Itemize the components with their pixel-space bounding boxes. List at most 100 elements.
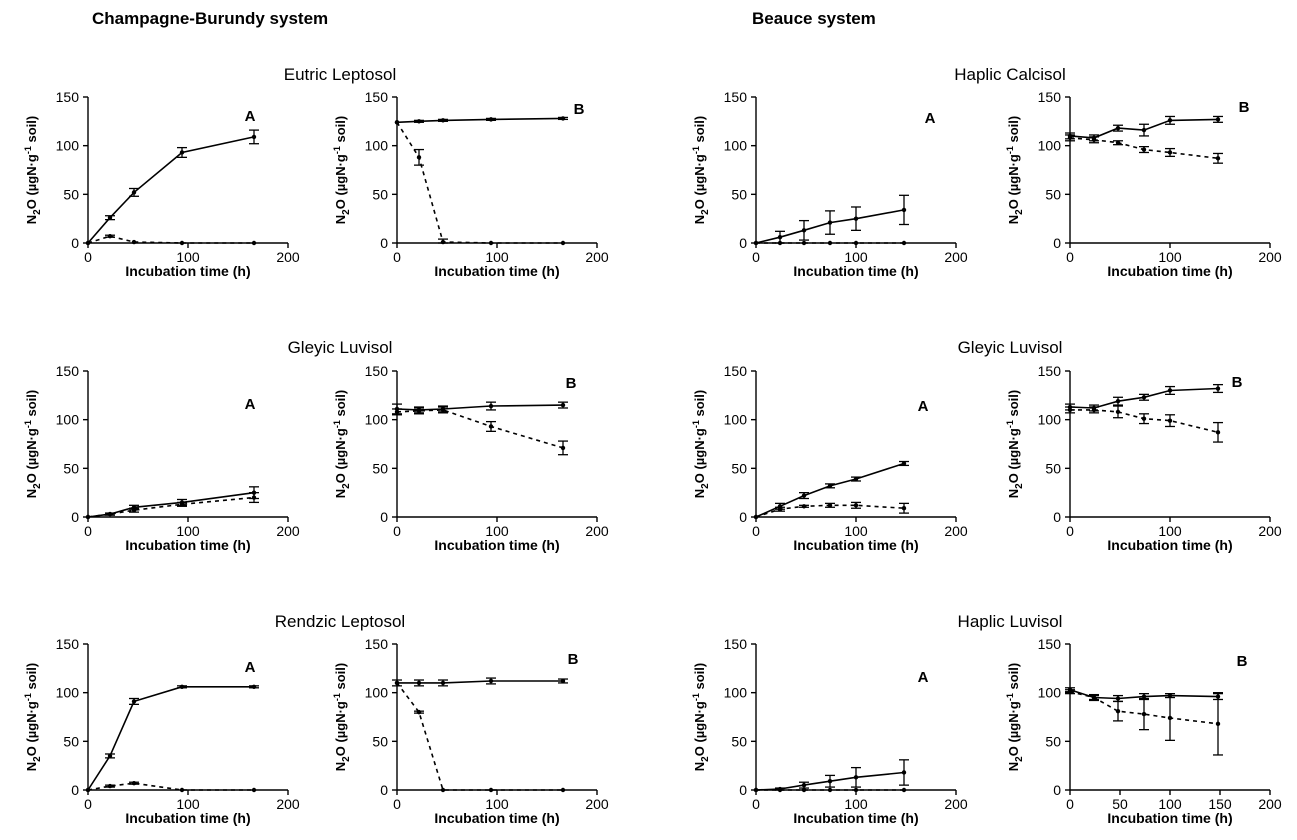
x-tick-label: 0 xyxy=(84,249,92,265)
data-point xyxy=(560,678,566,684)
y-tick-label: 0 xyxy=(1053,782,1061,798)
system-title-champagne: Champagne-Burundy system xyxy=(92,9,328,28)
data-point xyxy=(1141,147,1147,152)
data-point xyxy=(801,504,807,509)
data-point xyxy=(1115,140,1121,145)
y-axis-label-part: soil) xyxy=(333,116,348,146)
y-axis-label: N2O (µgN·g-1 soil) xyxy=(23,390,43,498)
y-axis-label-part: -1 xyxy=(332,420,342,428)
chart-B-Haplic-Calcisol-B: 0 50 100 150 0 100 200 Incubation time (h) N2O (… xyxy=(1005,89,1282,279)
x-tick-label: 200 xyxy=(276,523,300,539)
x-tick-label: 0 xyxy=(393,523,401,539)
data-point xyxy=(853,240,859,246)
y-axis-label-part: soil) xyxy=(692,390,707,420)
data-point xyxy=(416,680,422,686)
y-tick-label: 150 xyxy=(724,89,748,105)
y-axis-label-part: -1 xyxy=(1005,693,1015,701)
y-axis-label-part: O (µgN·g xyxy=(24,428,39,483)
panel-letter: B xyxy=(566,375,577,392)
y-axis-label-part: O (µgN·g xyxy=(24,701,39,756)
data-point xyxy=(131,780,137,786)
data-point xyxy=(131,507,137,513)
panel-letter: A xyxy=(245,659,256,676)
data-point xyxy=(753,787,759,793)
soil-title-gleyic-luvisol-beauce: Gleyic Luvisol xyxy=(958,338,1063,357)
data-point xyxy=(394,409,400,415)
data-point xyxy=(488,424,494,429)
panel-letter: B xyxy=(1237,653,1248,670)
series-line-solid xyxy=(1069,387,1219,409)
series-line-dashed xyxy=(396,682,563,791)
x-tick-label: 100 xyxy=(1158,249,1182,265)
x-tick-label: 100 xyxy=(844,796,868,812)
data-point xyxy=(901,461,907,466)
y-axis-label-part: 2 xyxy=(341,483,352,489)
data-point xyxy=(416,709,422,715)
y-axis-label-part: O (µgN·g xyxy=(1006,154,1021,209)
y-axis-label: N2O (µgN·g-1 soil) xyxy=(332,116,352,224)
x-tick-label: 0 xyxy=(84,523,92,539)
data-point xyxy=(1067,689,1073,694)
y-axis-label-part: 2 xyxy=(700,756,711,762)
system-title-beauce: Beauce system xyxy=(752,9,876,28)
soil-title-gleyic-luvisol-cb: Gleyic Luvisol xyxy=(288,338,393,357)
y-tick-label: 150 xyxy=(1038,363,1062,379)
data-point xyxy=(801,782,807,788)
data-point xyxy=(1215,156,1221,161)
y-tick-label: 0 xyxy=(380,782,388,798)
data-point xyxy=(394,680,400,686)
panel-letter: A xyxy=(918,669,929,686)
x-tick-label: 100 xyxy=(844,523,868,539)
series-solid xyxy=(394,116,568,125)
y-axis-label-part: 2 xyxy=(1014,209,1025,215)
x-tick-label: 100 xyxy=(844,249,868,265)
y-axis-label-part: soil) xyxy=(24,116,39,146)
panel-letter: A xyxy=(918,398,929,415)
chart-B-Gleyic-Luvisol-A: 0 50 100 150 0 100 200 Incubation time (h) N2O (… xyxy=(691,363,968,553)
series-solid xyxy=(85,684,259,793)
data-point xyxy=(251,134,257,140)
y-axis-label-part: -1 xyxy=(691,420,701,428)
data-point xyxy=(801,228,807,233)
data-point xyxy=(488,787,494,793)
chart-B-Haplic-Luvisol-A: 0 50 100 150 0 100 200 Incubation time (h) N2O (… xyxy=(691,636,968,826)
y-tick-label: 50 xyxy=(731,186,747,202)
data-point xyxy=(107,215,113,220)
chart-B-Gleyic-Luvisol-B: 0 50 100 150 0 100 200 Incubation time (h) N2O (… xyxy=(1005,363,1282,553)
y-axis-label: N2O (µgN·g-1 soil) xyxy=(332,390,352,498)
x-axis-label: Incubation time (h) xyxy=(125,263,250,279)
y-axis-label-part: -1 xyxy=(23,693,33,701)
data-point xyxy=(1167,418,1173,423)
y-tick-label: 100 xyxy=(724,685,748,701)
data-point xyxy=(1167,388,1173,393)
y-axis-label-part: N xyxy=(24,215,39,224)
y-tick-label: 0 xyxy=(739,782,747,798)
series-line-solid xyxy=(87,136,255,244)
y-tick-label: 50 xyxy=(63,460,79,476)
y-tick-label: 150 xyxy=(1038,636,1062,652)
x-tick-label: 200 xyxy=(1258,796,1282,812)
y-tick-label: 150 xyxy=(724,636,748,652)
data-point xyxy=(901,240,907,246)
data-point xyxy=(1167,715,1173,721)
y-tick-label: 100 xyxy=(724,138,748,154)
x-tick-label: 100 xyxy=(485,249,509,265)
x-axis-label: Incubation time (h) xyxy=(434,537,559,553)
y-tick-label: 0 xyxy=(380,235,388,251)
y-axis-label-part: 2 xyxy=(32,209,43,215)
series-line-dashed xyxy=(1069,690,1219,725)
series-line-solid xyxy=(755,771,905,791)
x-axis-label: Incubation time (h) xyxy=(434,810,559,826)
y-axis-label-part: O (µgN·g xyxy=(24,154,39,209)
data-point xyxy=(1141,416,1147,421)
data-point xyxy=(1215,386,1221,391)
y-axis-label-part: 2 xyxy=(1014,483,1025,489)
y-axis-label-part: soil) xyxy=(692,116,707,146)
data-point xyxy=(901,770,907,775)
y-tick-label: 0 xyxy=(739,235,747,251)
y-tick-label: 50 xyxy=(372,186,388,202)
data-point xyxy=(416,119,422,124)
data-point xyxy=(827,240,833,246)
data-point xyxy=(777,234,783,240)
